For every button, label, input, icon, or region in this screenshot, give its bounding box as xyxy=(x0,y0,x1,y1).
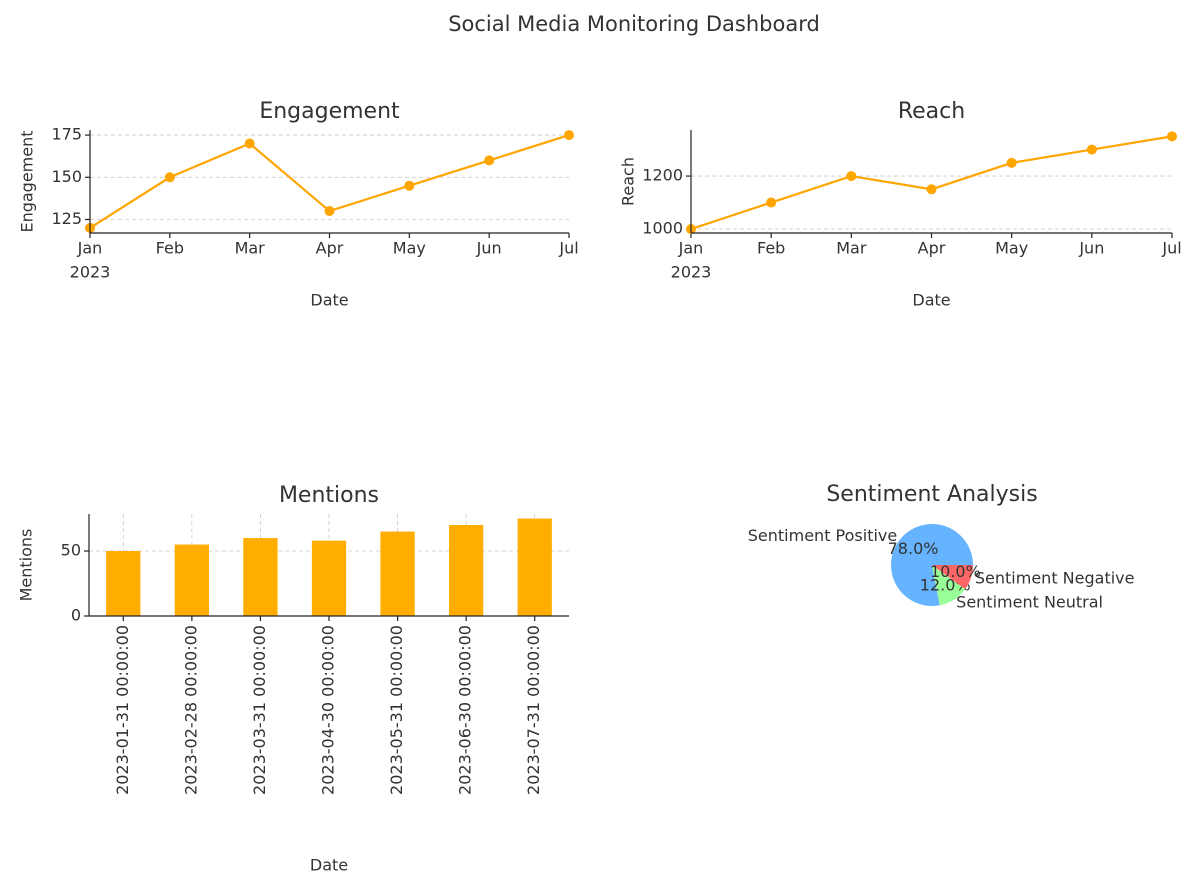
dashboard-title: Social Media Monitoring Dashboard xyxy=(448,12,820,36)
y-tick-label: 175 xyxy=(51,125,82,144)
y-tick-label: 1200 xyxy=(642,166,683,185)
x-tick-label: Jun xyxy=(1078,239,1104,258)
slice-value-label: 78.0% xyxy=(888,539,939,558)
y-axis-label: Reach xyxy=(619,157,638,206)
chart-title: Sentiment Analysis xyxy=(826,482,1037,507)
slice-label: Sentiment Neutral xyxy=(956,593,1103,612)
marker xyxy=(846,171,857,182)
y-tick-label: 1000 xyxy=(642,219,683,238)
x-tick-label: 2023-03-31 00:00:00 xyxy=(250,625,269,795)
x-axis-label: Date xyxy=(310,291,348,310)
x-year-label: 2023 xyxy=(671,263,712,282)
x-tick-label: 2023-04-30 00:00:00 xyxy=(319,625,338,795)
x-tick-label: 2023-05-31 00:00:00 xyxy=(387,625,406,795)
marker xyxy=(164,172,175,183)
bar xyxy=(380,531,415,616)
x-tick-label: Jul xyxy=(558,239,578,258)
bar xyxy=(311,540,347,616)
bar xyxy=(174,544,209,616)
marker xyxy=(244,138,255,149)
x-tick-label: May xyxy=(995,239,1028,258)
chart-title: Reach xyxy=(898,99,965,124)
y-tick-label: 125 xyxy=(51,209,82,228)
marker xyxy=(766,197,777,208)
x-tick-label: Jun xyxy=(476,239,502,258)
slice-label: Sentiment Positive xyxy=(748,526,897,545)
pie-slice xyxy=(932,565,973,590)
x-tick-label: 2023-02-28 00:00:00 xyxy=(181,625,200,795)
x-tick-label: Mar xyxy=(235,239,266,258)
x-tick-label: Feb xyxy=(156,239,184,258)
x-tick-label: Jan xyxy=(678,239,704,258)
x-tick-label: Jul xyxy=(1161,239,1181,258)
x-tick-label: 2023-06-30 00:00:00 xyxy=(456,625,475,795)
bar xyxy=(517,518,552,616)
x-tick-label: 2023-07-31 00:00:00 xyxy=(524,625,543,795)
bar xyxy=(243,538,278,616)
x-year-label: 2023 xyxy=(70,263,111,282)
x-tick-label: Jan xyxy=(77,239,103,258)
x-tick-label: 2023-01-31 00:00:00 xyxy=(113,625,132,795)
x-tick-label: Apr xyxy=(316,239,344,258)
x-tick-label: May xyxy=(393,239,426,258)
marker xyxy=(1086,144,1097,155)
y-tick-label: 150 xyxy=(51,167,82,186)
marker xyxy=(564,130,574,141)
y-tick-label: 50 xyxy=(61,541,81,560)
x-tick-label: Mar xyxy=(836,239,867,258)
x-tick-label: Feb xyxy=(757,239,785,258)
line xyxy=(690,135,1173,231)
marker xyxy=(324,206,335,217)
y-axis-label: Engagement xyxy=(18,130,37,232)
marker xyxy=(1006,157,1017,168)
bar xyxy=(106,551,141,616)
y-axis-label: Mentions xyxy=(17,529,36,602)
bar xyxy=(449,525,484,616)
x-axis-label: Date xyxy=(912,291,950,310)
marker xyxy=(926,184,937,195)
slice-value-label: 10.0% xyxy=(930,562,981,581)
marker xyxy=(1167,131,1177,142)
marker xyxy=(484,155,495,166)
chart-title: Mentions xyxy=(279,483,379,508)
pie-slice xyxy=(932,565,966,606)
chart-title: Engagement xyxy=(259,99,400,124)
marker xyxy=(404,180,415,191)
y-tick-label: 0 xyxy=(71,606,81,625)
slice-label: Sentiment Negative xyxy=(975,568,1135,587)
x-axis-label: Date xyxy=(310,856,348,875)
x-tick-label: Apr xyxy=(918,239,946,258)
